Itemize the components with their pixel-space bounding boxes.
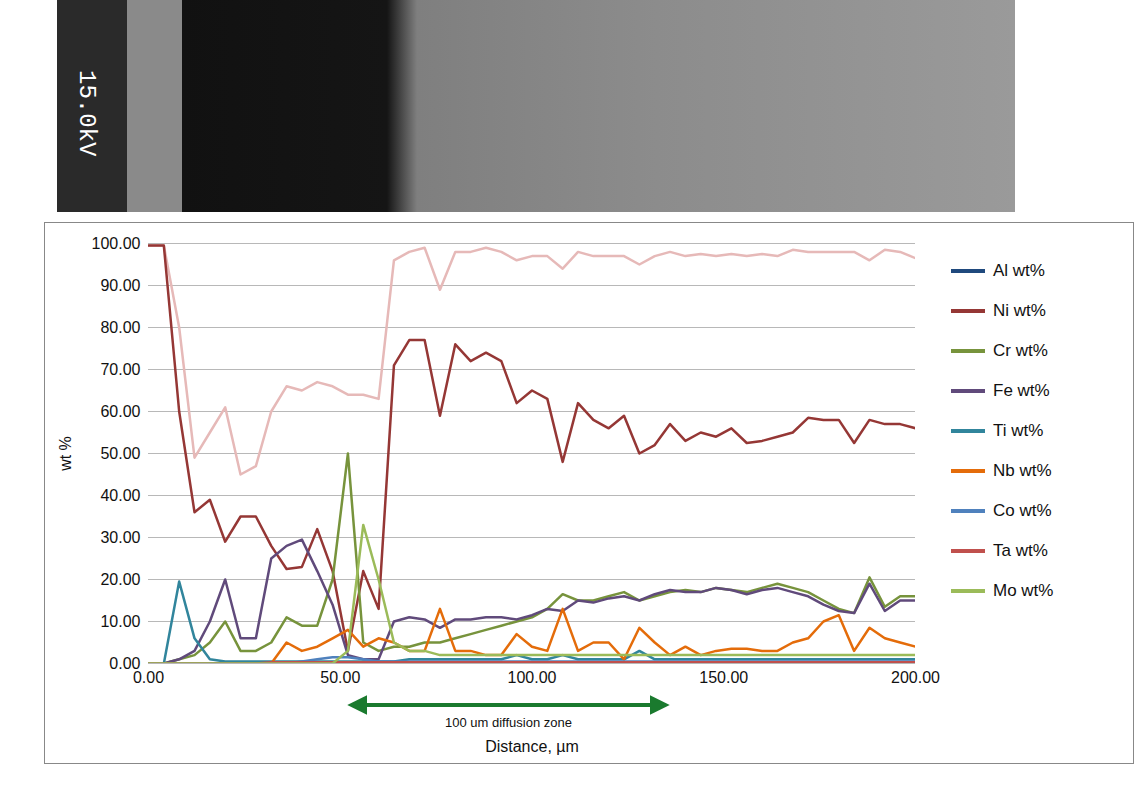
svg-text:50.00: 50.00 xyxy=(320,669,360,686)
svg-text:20.00: 20.00 xyxy=(100,571,140,588)
svg-text:Distance, µm: Distance, µm xyxy=(485,738,579,755)
svg-text:40.00: 40.00 xyxy=(100,487,140,504)
svg-text:50.00: 50.00 xyxy=(100,445,140,462)
svg-text:100.00: 100.00 xyxy=(92,235,141,252)
svg-text:0.00: 0.00 xyxy=(132,668,165,686)
svg-text:80.00: 80.00 xyxy=(100,319,140,336)
svg-text:30.00: 30.00 xyxy=(100,529,140,546)
svg-text:100 um diffusion zone: 100 um diffusion zone xyxy=(445,715,572,730)
html-text:Ta wt%: Ta wt% xyxy=(993,541,1048,560)
svg-text:wt %: wt % xyxy=(57,436,74,472)
html-text:Nb wt%: Nb wt% xyxy=(993,461,1052,480)
svg-text:10.00: 10.00 xyxy=(100,613,140,630)
html-text:15.0kV: 15.0kV xyxy=(73,70,100,157)
svg-text:200.00: 200.00 xyxy=(891,669,940,686)
svg-text:70.00: 70.00 xyxy=(100,361,140,378)
html-text:Ni wt%: Ni wt% xyxy=(993,301,1046,320)
svg-text:0.00: 0.00 xyxy=(109,655,140,672)
svg-text:60.00: 60.00 xyxy=(100,403,140,420)
html-text:Ti wt%: Ti wt% xyxy=(993,421,1044,440)
html-text:Co wt%: Co wt% xyxy=(993,501,1052,520)
html-text:Cr wt%: Cr wt% xyxy=(993,341,1048,360)
html-text:Mo wt%: Mo wt% xyxy=(993,581,1054,600)
html-text:Fe wt%: Fe wt% xyxy=(993,381,1050,400)
html-text:Al wt%: Al wt% xyxy=(993,261,1045,280)
svg-text:100.00: 100.00 xyxy=(508,669,557,686)
svg-text:150.00: 150.00 xyxy=(699,669,748,686)
svg-text:90.00: 90.00 xyxy=(100,277,140,294)
